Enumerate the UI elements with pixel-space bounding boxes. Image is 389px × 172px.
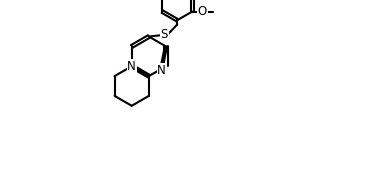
Text: N: N — [157, 64, 166, 77]
Text: O: O — [198, 5, 207, 18]
Text: S: S — [161, 28, 168, 41]
Text: N: N — [127, 60, 136, 73]
